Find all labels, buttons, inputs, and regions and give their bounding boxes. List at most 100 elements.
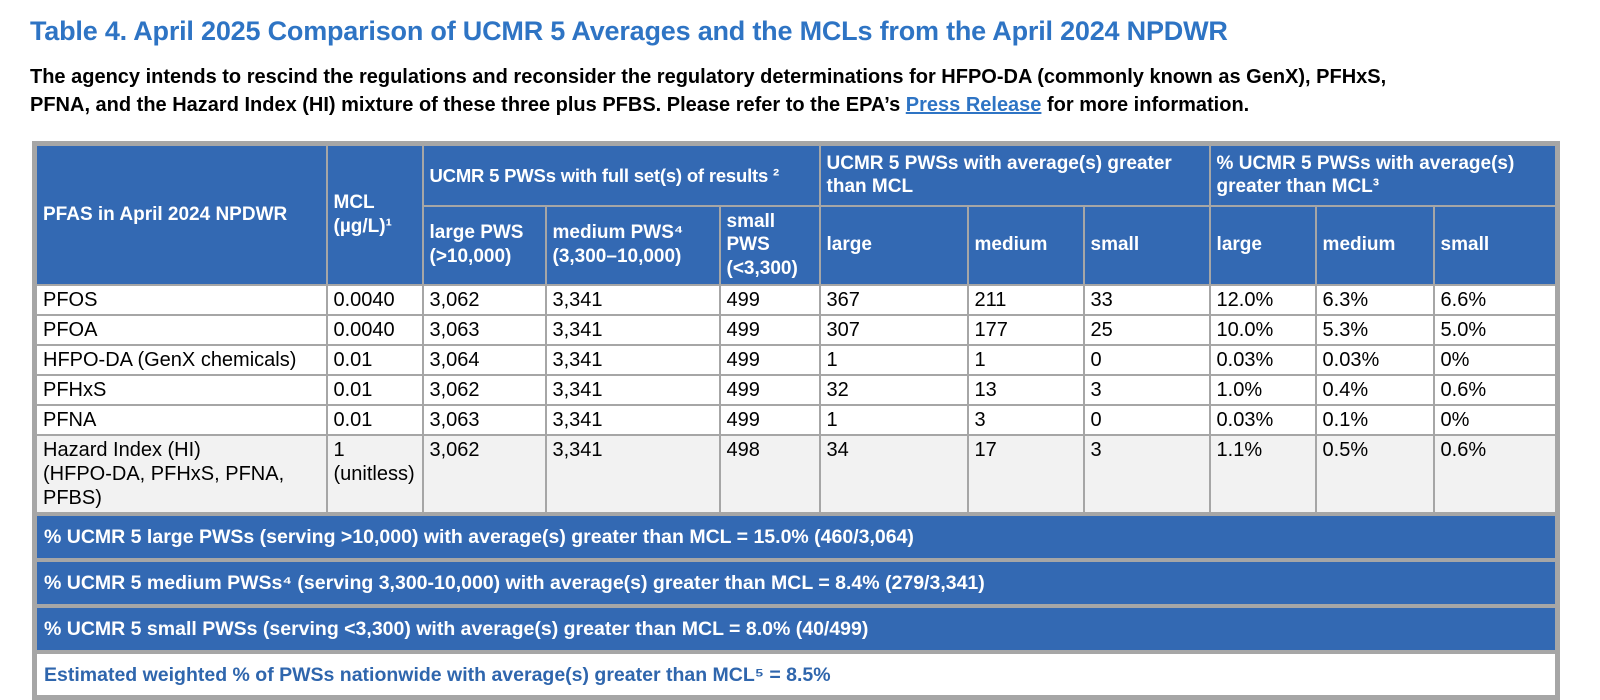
cell-full-large: 3,062 xyxy=(421,283,547,316)
cell-pfas: PFOS xyxy=(33,283,328,316)
summary-row-large-pws: % UCMR 5 large PWSs (serving >10,000) wi… xyxy=(33,511,1559,561)
cell-gt-large: 307 xyxy=(818,313,969,346)
cell-full-medium: 3,341 xyxy=(544,373,721,406)
cell-gt-large: 32 xyxy=(818,373,969,406)
cell-pct-small: 0.6% xyxy=(1432,433,1559,515)
table-row-pfhxs: PFHxS 0.01 3,062 3,341 499 32 13 3 1.0% … xyxy=(33,373,1559,406)
cell-gt-medium: 177 xyxy=(966,313,1085,346)
cell-full-small: 498 xyxy=(718,433,821,515)
cell-gt-small: 25 xyxy=(1082,313,1211,346)
header-sub-row: large PWS (>10,000) medium PWS⁴ (3,300–1… xyxy=(35,204,1559,286)
cell-gt-small: 3 xyxy=(1082,433,1211,515)
cell-gt-medium: 13 xyxy=(966,373,1085,406)
cell-pct-medium: 0.03% xyxy=(1314,343,1435,376)
group-header-greater-than-mcl: UCMR 5 PWSs with average(s) greater than… xyxy=(818,142,1211,207)
cell-gt-small: 0 xyxy=(1082,343,1211,376)
col-header-large-pws: large PWS (>10,000) xyxy=(421,204,547,286)
summary-text-large: % UCMR 5 large PWSs (serving >10,000) wi… xyxy=(33,511,1559,561)
cell-mcl: 0.01 xyxy=(325,343,424,376)
cell-full-large: 3,064 xyxy=(421,343,547,376)
cell-pct-medium: 6.3% xyxy=(1314,283,1435,316)
cell-pct-large: 0.03% xyxy=(1208,343,1317,376)
cell-mcl: 1 (unitless) xyxy=(325,433,424,515)
col-header-gt-medium: medium xyxy=(966,204,1085,286)
cell-full-medium: 3,341 xyxy=(544,313,721,346)
cell-full-large: 3,062 xyxy=(421,433,547,515)
cell-gt-large: 1 xyxy=(818,343,969,376)
cell-full-small: 499 xyxy=(718,313,821,346)
cell-full-medium: 3,341 xyxy=(544,403,721,436)
col-header-pct-medium: medium xyxy=(1314,204,1435,286)
header-group-row: PFAS in April 2024 NPDWR MCL (µg/L)¹ UCM… xyxy=(33,142,1559,286)
press-release-link[interactable]: Press Release xyxy=(905,94,1042,116)
cell-pfas: Hazard Index (HI) (HFPO-DA, PFHxS, PFNA,… xyxy=(33,433,328,515)
cell-pct-medium: 0.1% xyxy=(1314,403,1435,436)
intro-paragraph: The agency intends to rescind the regula… xyxy=(30,63,1565,119)
cell-gt-medium: 17 xyxy=(966,433,1085,515)
summary-text-weighted: Estimated weighted % of PWSs nationwide … xyxy=(33,649,1559,699)
cell-gt-large: 34 xyxy=(818,433,969,515)
col-header-pct-small: small xyxy=(1432,204,1559,286)
cell-gt-medium: 3 xyxy=(966,403,1085,436)
col-header-pct-large: large xyxy=(1208,204,1317,286)
cell-pfas: HFPO-DA (GenX chemicals) xyxy=(33,343,328,376)
cell-pct-small: 0% xyxy=(1432,343,1559,376)
table-body: PFOS 0.0040 3,062 3,341 499 367 211 33 1… xyxy=(33,283,1559,699)
cell-gt-medium: 211 xyxy=(966,283,1085,316)
table-row-hfpo-da: HFPO-DA (GenX chemicals) 0.01 3,064 3,34… xyxy=(33,343,1559,376)
cell-gt-large: 367 xyxy=(818,283,969,316)
cell-pct-small: 0% xyxy=(1432,403,1559,436)
cell-pct-medium: 0.4% xyxy=(1314,373,1435,406)
cell-pfas: PFNA xyxy=(33,403,328,436)
summary-text-small: % UCMR 5 small PWSs (serving <3,300) wit… xyxy=(33,603,1559,653)
summary-row-medium-pws: % UCMR 5 medium PWSs⁴ (serving 3,300-10,… xyxy=(33,557,1559,607)
intro-line2-before-link: PFNA, and the Hazard Index (HI) mixture … xyxy=(30,94,906,116)
cell-pct-medium: 0.5% xyxy=(1314,433,1435,515)
cell-full-small: 499 xyxy=(718,403,821,436)
summary-row-small-pws: % UCMR 5 small PWSs (serving <3,300) wit… xyxy=(33,603,1559,653)
col-header-pfas: PFAS in April 2024 NPDWR xyxy=(33,142,328,286)
col-header-medium-pws: medium PWS⁴ (3,300–10,000) xyxy=(544,204,721,286)
group-header-percent-greater-than-mcl: % UCMR 5 PWSs with average(s) greater th… xyxy=(1208,142,1559,207)
cell-pct-large: 1.0% xyxy=(1208,373,1317,406)
table-row-pfna: PFNA 0.01 3,063 3,341 499 1 3 0 0.03% 0.… xyxy=(33,403,1559,436)
cell-gt-small: 0 xyxy=(1082,403,1211,436)
group-header-full-results: UCMR 5 PWSs with full set(s) of results … xyxy=(421,142,821,207)
cell-full-medium: 3,341 xyxy=(544,283,721,316)
cell-pct-small: 0.6% xyxy=(1432,373,1559,406)
cell-pct-medium: 5.3% xyxy=(1314,313,1435,346)
cell-full-small: 499 xyxy=(718,373,821,406)
cell-pct-large: 1.1% xyxy=(1208,433,1317,515)
cell-full-medium: 3,341 xyxy=(544,433,721,515)
cell-pfas: PFHxS xyxy=(33,373,328,406)
cell-gt-small: 33 xyxy=(1082,283,1211,316)
col-header-small-pws: small PWS (<3,300) xyxy=(718,204,821,286)
cell-full-small: 499 xyxy=(718,343,821,376)
col-header-mcl: MCL (µg/L)¹ xyxy=(325,142,424,286)
cell-full-large: 3,062 xyxy=(421,373,547,406)
cell-full-medium: 3,341 xyxy=(544,343,721,376)
cell-pct-large: 12.0% xyxy=(1208,283,1317,316)
cell-pct-small: 6.6% xyxy=(1432,283,1559,316)
cell-pct-large: 10.0% xyxy=(1208,313,1317,346)
table-row-hazard-index: Hazard Index (HI) (HFPO-DA, PFHxS, PFNA,… xyxy=(33,433,1559,515)
col-header-gt-large: large xyxy=(818,204,969,286)
cell-pfas: PFOA xyxy=(33,313,328,346)
summary-row-weighted-estimate: Estimated weighted % of PWSs nationwide … xyxy=(33,649,1559,699)
table-row-pfoa: PFOA 0.0040 3,063 3,341 499 307 177 25 1… xyxy=(33,313,1559,346)
cell-gt-medium: 1 xyxy=(966,343,1085,376)
page-title: Table 4. April 2025 Comparison of UCMR 5… xyxy=(30,16,1228,46)
cell-full-small: 499 xyxy=(718,283,821,316)
cell-full-large: 3,063 xyxy=(421,403,547,436)
cell-full-large: 3,063 xyxy=(421,313,547,346)
cell-gt-small: 3 xyxy=(1082,373,1211,406)
cell-gt-large: 1 xyxy=(818,403,969,436)
intro-line1: The agency intends to rescind the regula… xyxy=(30,66,1387,88)
cell-mcl: 0.0040 xyxy=(325,283,424,316)
cell-mcl: 0.01 xyxy=(325,403,424,436)
table-header: PFAS in April 2024 NPDWR MCL (µg/L)¹ UCM… xyxy=(33,142,1559,286)
summary-text-medium: % UCMR 5 medium PWSs⁴ (serving 3,300-10,… xyxy=(33,557,1559,607)
cell-pct-large: 0.03% xyxy=(1208,403,1317,436)
table-row-pfos: PFOS 0.0040 3,062 3,341 499 367 211 33 1… xyxy=(33,283,1559,316)
